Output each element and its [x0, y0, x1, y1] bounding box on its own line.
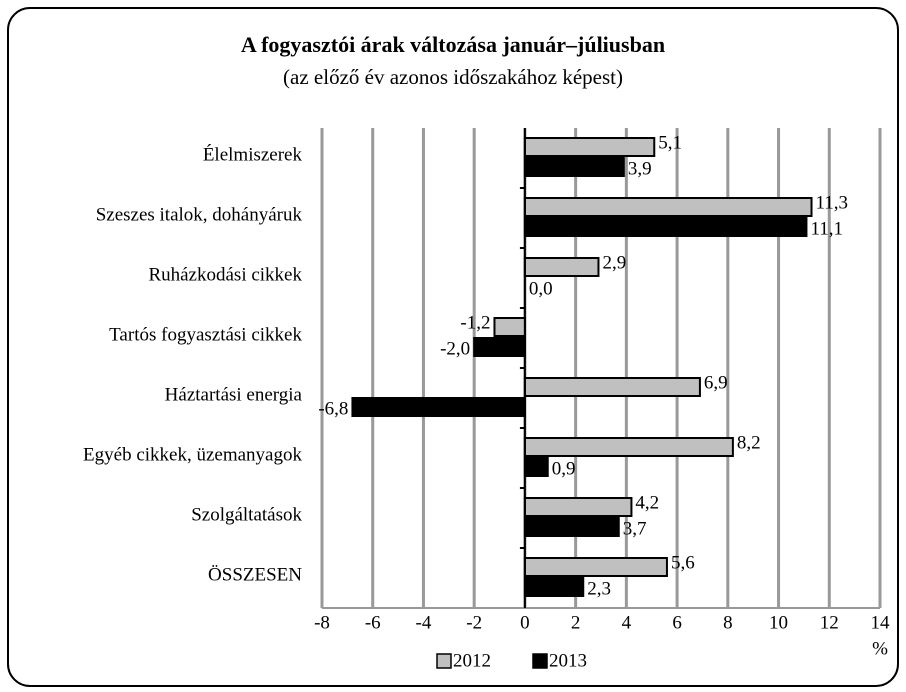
y-tick-label: ÖSSZESEN — [208, 564, 302, 585]
value-label: 11,1 — [810, 218, 843, 239]
x-tick-label: -8 — [314, 612, 330, 633]
chart-frame — [7, 7, 899, 687]
y-tick-label: Háztartási energia — [165, 384, 303, 405]
x-tick-label: -6 — [365, 612, 381, 633]
value-label: 3,9 — [628, 158, 652, 179]
value-label: 0,9 — [552, 458, 576, 479]
chart-title: A fogyasztói árak változása január–júliu… — [241, 32, 665, 57]
x-tick-label: -4 — [416, 612, 432, 633]
legend-label: 2012 — [453, 650, 491, 671]
legend-label: 2013 — [549, 650, 587, 671]
bar — [523, 437, 734, 457]
value-label: 2,9 — [602, 252, 626, 273]
bar — [523, 517, 620, 537]
x-tick-label: -2 — [466, 612, 482, 633]
bar — [523, 257, 600, 277]
y-tick-label: Szolgáltatások — [191, 504, 302, 525]
value-label: 8,2 — [737, 432, 761, 453]
value-label: 2,3 — [587, 578, 611, 599]
x-tick-label: 6 — [672, 612, 682, 633]
bar — [351, 397, 526, 417]
x-tick-label: 12 — [820, 612, 839, 633]
value-label: 5,1 — [658, 132, 682, 153]
value-label: 6,9 — [704, 372, 728, 393]
value-label: 3,7 — [623, 518, 647, 539]
x-tick-label: 14 — [871, 612, 891, 633]
bar — [523, 457, 549, 477]
y-tick-label: Tartós fogyasztási cikkek — [109, 324, 302, 345]
value-label: -2,0 — [440, 338, 470, 359]
value-label: -1,2 — [460, 312, 490, 333]
x-tick-label: 10 — [769, 612, 788, 633]
x-tick-label: 0 — [520, 612, 530, 633]
bar — [523, 377, 701, 397]
value-label: 11,3 — [816, 192, 849, 213]
bar — [523, 157, 625, 177]
x-tick-label: 2 — [571, 612, 581, 633]
bar — [523, 217, 808, 237]
value-label: -6,8 — [318, 398, 348, 419]
y-tick-label: Szeszes italok, dohányáruk — [96, 204, 303, 225]
value-label: 4,2 — [635, 492, 659, 513]
bar — [473, 337, 526, 357]
value-label: 0,0 — [529, 278, 553, 299]
y-tick-label: Egyéb cikkek, üzemanyagok — [83, 444, 302, 465]
x-axis-label: % — [872, 638, 888, 659]
chart-subtitle: (az előző év azonos időszakához képest) — [283, 65, 623, 89]
value-label: 5,6 — [671, 552, 695, 573]
legend-swatch — [532, 653, 548, 669]
bar — [523, 577, 585, 597]
x-tick-label: 8 — [723, 612, 733, 633]
x-tick-label: 4 — [622, 612, 632, 633]
bar — [523, 197, 813, 217]
y-tick-label: Ruházkodási cikkek — [148, 264, 302, 285]
bar — [523, 137, 656, 157]
legend-swatch — [436, 653, 452, 669]
bar — [493, 317, 526, 337]
bar — [523, 557, 668, 577]
bar — [523, 497, 633, 517]
y-tick-label: Élelmiszerek — [203, 143, 303, 165]
